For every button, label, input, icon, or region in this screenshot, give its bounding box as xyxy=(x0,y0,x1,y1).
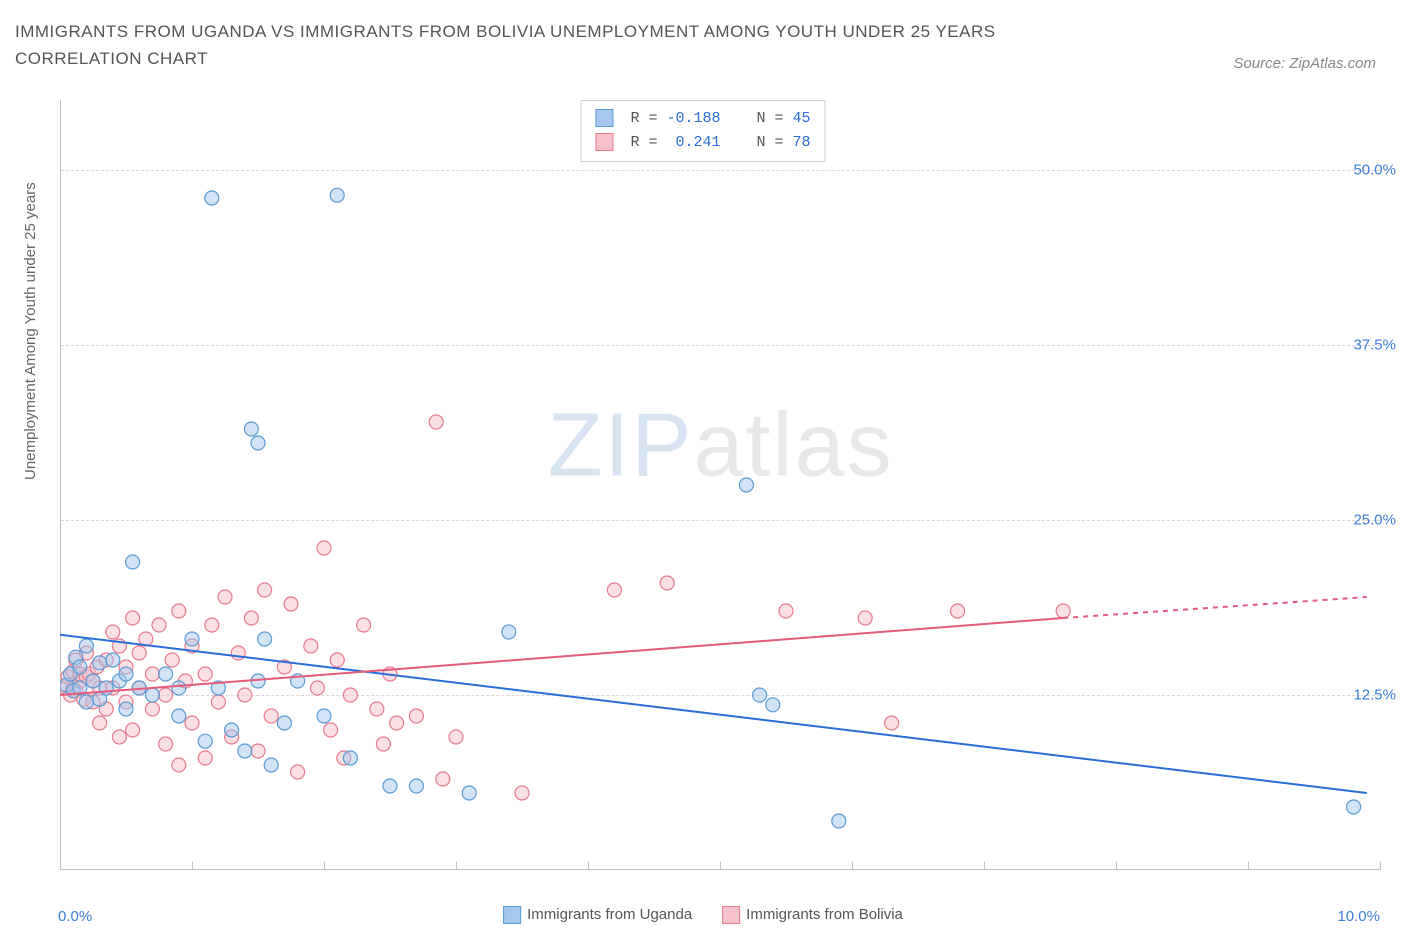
y-tick-label: 50.0% xyxy=(1353,162,1396,179)
bolivia-r-value: 0.241 xyxy=(666,134,720,151)
source-prefix: Source: xyxy=(1233,55,1289,72)
x-tick-mark xyxy=(192,862,193,870)
x-tick-mark xyxy=(1380,862,1381,870)
gridline xyxy=(61,345,1380,346)
legend-bolivia-label: Immigrants from Bolivia xyxy=(746,906,903,923)
n-label: N = xyxy=(757,134,784,151)
r-label: R = xyxy=(630,110,657,127)
x-tick-mark xyxy=(324,862,325,870)
x-tick-mark xyxy=(720,862,721,870)
x-tick-mark xyxy=(1248,862,1249,870)
chart-title: IMMIGRANTS FROM UGANDA VS IMMIGRANTS FRO… xyxy=(15,18,1115,72)
x-tick-mark xyxy=(852,862,853,870)
plot-area: ZIPatlas xyxy=(60,100,1380,870)
x-tick-10: 10.0% xyxy=(1337,908,1380,925)
watermark-zip: ZIP xyxy=(547,396,693,496)
gridline xyxy=(61,695,1380,696)
swatch-uganda-icon xyxy=(595,109,613,127)
x-tick-mark xyxy=(1116,862,1117,870)
stats-legend-box: R = -0.188 N = 45 R = 0.241 N = 78 xyxy=(580,100,825,162)
source-name: ZipAtlas.com xyxy=(1289,55,1376,72)
y-tick-label: 37.5% xyxy=(1353,337,1396,354)
x-tick-mark xyxy=(588,862,589,870)
x-tick-mark xyxy=(456,862,457,870)
gridline xyxy=(61,520,1380,521)
swatch-bolivia-icon xyxy=(595,133,613,151)
r-label: R = xyxy=(630,134,657,151)
legend-item-bolivia: Immigrants from Bolivia xyxy=(722,906,903,924)
legend-item-uganda: Immigrants from Uganda xyxy=(503,906,692,924)
gridline xyxy=(61,170,1380,171)
watermark-atlas: atlas xyxy=(693,396,893,496)
legend-bottom: Immigrants from Uganda Immigrants from B… xyxy=(503,906,903,924)
n-label: N = xyxy=(757,110,784,127)
bolivia-n-value: 78 xyxy=(793,134,811,151)
x-tick-0: 0.0% xyxy=(58,908,92,925)
swatch-uganda-icon xyxy=(503,906,521,924)
uganda-n-value: 45 xyxy=(793,110,811,127)
stats-row-bolivia: R = 0.241 N = 78 xyxy=(595,131,810,155)
watermark: ZIPatlas xyxy=(547,395,893,498)
y-axis-label: Unemployment Among Youth under 25 years xyxy=(22,182,39,480)
x-tick-mark xyxy=(984,862,985,870)
y-tick-label: 25.0% xyxy=(1353,512,1396,529)
uganda-r-value: -0.188 xyxy=(666,110,720,127)
y-tick-label: 12.5% xyxy=(1353,687,1396,704)
stats-row-uganda: R = -0.188 N = 45 xyxy=(595,107,810,131)
x-tick-mark xyxy=(60,862,61,870)
legend-uganda-label: Immigrants from Uganda xyxy=(527,906,692,923)
swatch-bolivia-icon xyxy=(722,906,740,924)
source-attribution: Source: ZipAtlas.com xyxy=(1233,55,1376,72)
